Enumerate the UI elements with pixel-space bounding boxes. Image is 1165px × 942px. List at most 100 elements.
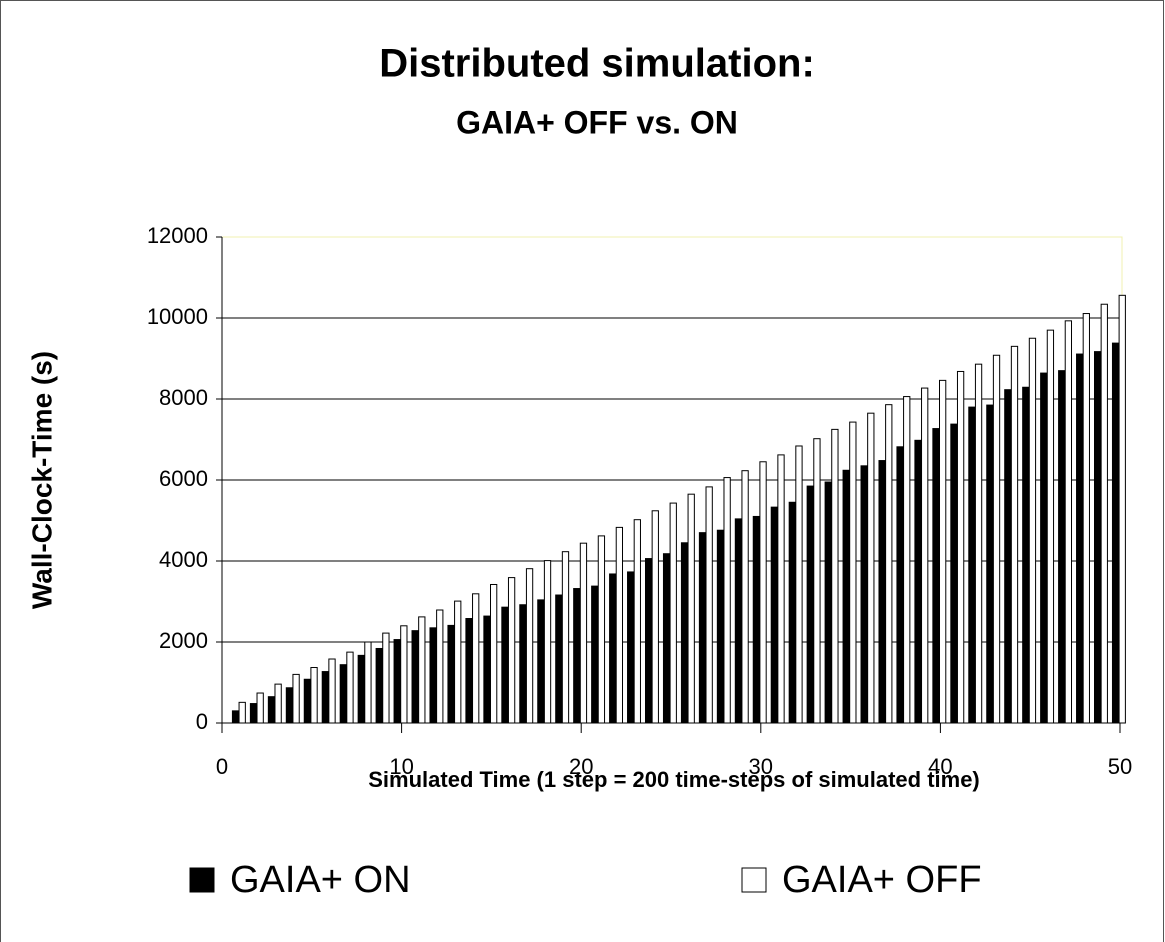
bar <box>806 485 814 724</box>
bar <box>932 428 940 724</box>
bar <box>950 423 958 724</box>
bar <box>651 510 659 724</box>
bar <box>903 396 911 724</box>
bar <box>321 671 330 724</box>
bar <box>1046 329 1055 724</box>
bar <box>1040 372 1048 724</box>
bar <box>741 470 749 724</box>
x-tick-label: 30 <box>749 754 773 779</box>
bar <box>357 654 365 724</box>
chart-subtitle: GAIA+ OFF vs. ON <box>456 104 738 140</box>
bar <box>644 558 653 724</box>
bar <box>842 469 850 724</box>
bar <box>770 506 779 724</box>
bar <box>986 404 994 724</box>
bar <box>831 428 839 724</box>
bar <box>914 439 922 724</box>
bar <box>267 696 276 724</box>
bar <box>615 526 624 724</box>
bar <box>1064 320 1073 724</box>
x-tick-label: 0 <box>216 754 228 779</box>
bar <box>734 518 743 724</box>
bar <box>968 406 976 724</box>
bar <box>1076 353 1084 724</box>
legend-swatch <box>741 867 767 893</box>
bar <box>561 551 570 724</box>
bar <box>231 710 240 724</box>
bar <box>1118 294 1126 724</box>
bar <box>680 542 689 724</box>
legend-label: GAIA+ ON <box>230 859 411 901</box>
bar <box>573 588 581 724</box>
bar <box>1082 313 1090 724</box>
bar <box>418 616 426 724</box>
bar <box>662 553 671 724</box>
bar <box>752 515 761 724</box>
bar <box>609 573 617 724</box>
legend-swatch <box>189 867 215 893</box>
y-tick-label: 4000 <box>159 547 208 572</box>
bar <box>292 673 300 724</box>
bar <box>447 624 455 724</box>
bar <box>537 599 545 724</box>
bar <box>1022 386 1030 724</box>
bar <box>411 630 419 724</box>
bar <box>795 445 803 724</box>
bar <box>896 446 904 724</box>
bar <box>591 585 599 724</box>
bar <box>1004 389 1012 724</box>
bar <box>375 647 383 724</box>
x-tick-label: 20 <box>569 754 593 779</box>
bar <box>256 692 264 724</box>
bar <box>1111 342 1120 724</box>
bar <box>507 577 516 724</box>
y-axis-label: Wall-Clock-Time (s) <box>26 351 57 609</box>
y-tick-label: 0 <box>196 709 208 734</box>
y-tick-label: 8000 <box>159 385 208 410</box>
bar <box>555 594 563 724</box>
bar <box>382 632 390 724</box>
bar <box>465 618 473 724</box>
y-tick-label: 12000 <box>147 223 208 248</box>
bar <box>687 493 695 724</box>
chart-title: Distributed simulation: <box>379 42 815 86</box>
y-tick-label: 10000 <box>147 304 208 329</box>
bar <box>436 609 444 724</box>
bar <box>992 354 1001 724</box>
bar <box>543 560 552 724</box>
bar <box>813 438 821 724</box>
y-tick-label: 2000 <box>159 628 208 653</box>
bar <box>274 683 282 724</box>
bar <box>1010 345 1019 724</box>
bar <box>303 678 312 724</box>
bar <box>860 465 868 724</box>
bar <box>633 519 641 724</box>
bar <box>454 600 462 724</box>
bar <box>716 529 725 724</box>
bar <box>759 461 767 724</box>
bar <box>777 454 785 724</box>
legend-label: GAIA+ OFF <box>782 859 982 901</box>
bar <box>939 379 947 724</box>
bar <box>1100 303 1108 724</box>
bar <box>339 664 347 724</box>
bar <box>974 363 983 724</box>
bar <box>429 627 437 724</box>
bar <box>669 502 677 724</box>
bar <box>501 606 509 724</box>
bar <box>310 667 318 724</box>
bar <box>346 651 354 724</box>
bar <box>1028 337 1037 724</box>
bar <box>525 568 534 724</box>
x-tick-label: 40 <box>928 754 952 779</box>
bar <box>921 387 929 724</box>
bar <box>705 486 713 724</box>
x-tick-label: 10 <box>389 754 413 779</box>
y-tick-label: 6000 <box>159 466 208 491</box>
bar <box>579 542 588 724</box>
bar <box>490 583 498 724</box>
bar <box>698 532 707 724</box>
bar <box>249 703 258 724</box>
bar <box>824 481 832 724</box>
